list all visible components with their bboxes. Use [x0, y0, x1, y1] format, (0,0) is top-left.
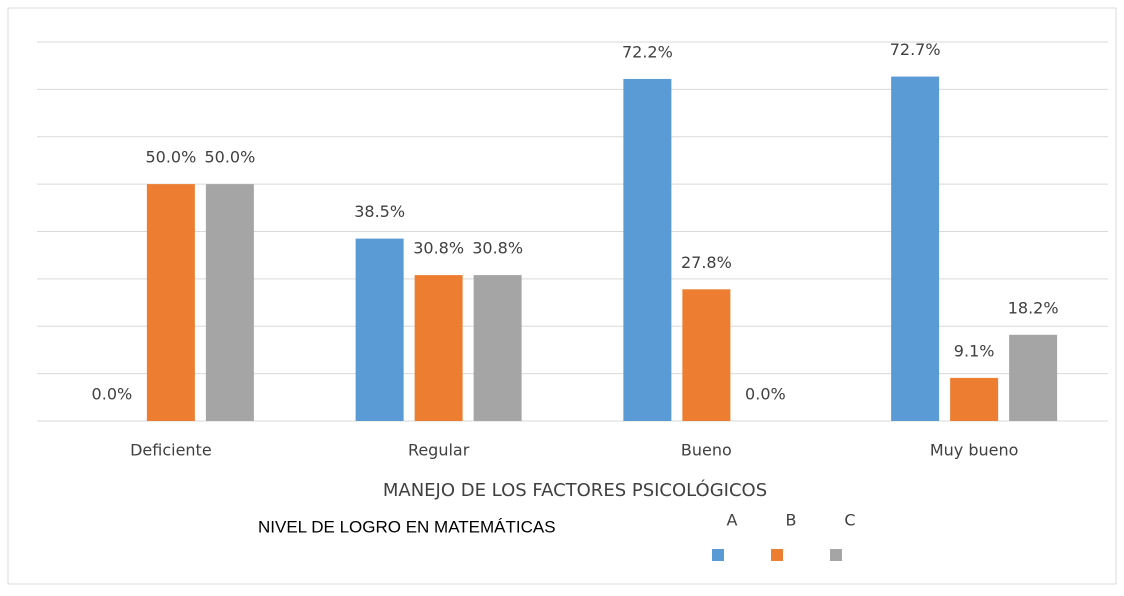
legend-label: B	[786, 511, 797, 530]
x-tick-label: Deficiente	[130, 441, 212, 460]
data-label: 18.2%	[1008, 298, 1059, 317]
bar	[473, 275, 522, 421]
legend-title: NIVEL DE LOGRO EN MATEMÁTICAS	[258, 517, 556, 536]
bar	[146, 184, 195, 421]
legend-label: A	[727, 511, 738, 530]
bar	[950, 377, 999, 421]
bar	[355, 238, 404, 421]
bar	[623, 78, 672, 421]
data-label: 27.8%	[681, 253, 732, 272]
x-tick-label: Muy bueno	[930, 441, 1019, 460]
x-axis-title: MANEJO DE LOS FACTORES PSICOLÓGICOS	[383, 479, 767, 501]
legend-label: C	[844, 511, 855, 530]
bar	[1009, 334, 1058, 421]
legend-swatch	[830, 549, 842, 561]
data-label: 72.7%	[890, 40, 941, 59]
data-label: 0.0%	[745, 385, 786, 404]
bar	[414, 275, 463, 421]
x-tick-label: Regular	[408, 441, 470, 460]
data-label: 72.2%	[622, 42, 673, 61]
data-label: 30.8%	[413, 239, 464, 258]
bar	[205, 184, 254, 421]
data-label: 50.0%	[204, 148, 255, 167]
legend-swatch	[771, 549, 783, 561]
data-label: 9.1%	[954, 341, 995, 360]
data-label: 30.8%	[472, 239, 523, 258]
data-label: 50.0%	[145, 148, 196, 167]
data-label: 38.5%	[354, 202, 405, 221]
bar	[891, 76, 940, 422]
data-label: 0.0%	[92, 385, 133, 404]
x-tick-label: Bueno	[681, 441, 732, 460]
bar	[682, 289, 731, 421]
legend-swatch	[712, 549, 724, 561]
